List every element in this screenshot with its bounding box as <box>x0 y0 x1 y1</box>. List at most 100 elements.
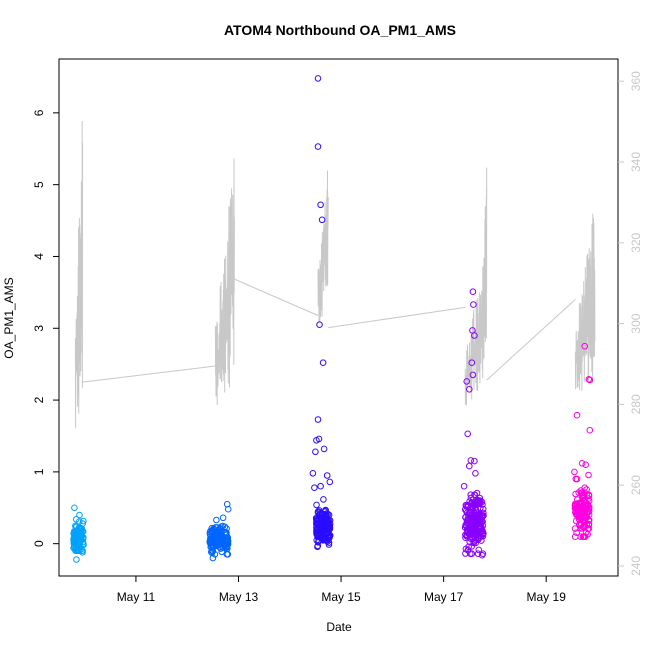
data-point-outlier <box>209 554 217 562</box>
data-point-outlier <box>318 216 326 224</box>
x-axis-label: Date <box>326 620 352 634</box>
y-tick-label-5: 5 <box>32 181 46 188</box>
data-point <box>581 484 589 492</box>
data-point-outlier <box>586 376 594 384</box>
data-point <box>467 550 474 558</box>
data-point <box>571 533 579 541</box>
data-point-outlier <box>464 430 472 438</box>
data-point <box>323 510 330 517</box>
data-point-outlier <box>470 301 477 308</box>
y-tick-label-0: 0 <box>32 540 46 547</box>
data-point-outlier <box>471 332 478 339</box>
data-point <box>208 528 216 536</box>
data-point <box>470 532 477 539</box>
data-point-outlier <box>309 470 317 477</box>
data-point <box>574 510 582 517</box>
data-point-outlier <box>219 514 227 522</box>
data-point-outlier <box>317 482 324 490</box>
x-tick-label-11: May 11 <box>117 590 156 604</box>
data-point <box>219 522 227 530</box>
secondary-line-bridge-2 <box>328 306 466 329</box>
data-point <box>80 541 87 548</box>
axes-layer: 0 1 2 3 4 5 6 240 260 280 300 320 340 360 May 11 May 13… <box>32 71 643 604</box>
data-point <box>471 502 478 509</box>
y-tick-label-1: 1 <box>32 468 46 475</box>
y2-tick-label-320: 320 <box>629 232 643 252</box>
x-tick-label-13: May 13 <box>219 590 259 604</box>
y-tick-label-4: 4 <box>32 253 46 260</box>
y2-tick-label-240: 240 <box>629 556 643 576</box>
data-point <box>72 523 80 531</box>
data-point <box>479 501 486 508</box>
data-point <box>217 541 224 548</box>
secondary-line-layer <box>74 120 596 429</box>
data-point <box>576 514 583 521</box>
data-point-outlier <box>315 435 323 443</box>
data-point <box>585 471 592 479</box>
y2-tick-label-280: 280 <box>629 394 643 414</box>
data-point-outlier <box>79 549 86 556</box>
data-point <box>577 522 584 529</box>
data-point <box>212 537 219 545</box>
data-point <box>316 510 324 518</box>
data-point <box>325 529 332 536</box>
data-point <box>209 548 216 555</box>
data-point <box>463 509 471 517</box>
x-tick-label-19: May 19 <box>527 590 567 604</box>
data-point <box>73 516 80 523</box>
x-tick-label-17: May 17 <box>424 590 464 604</box>
data-point <box>313 526 321 534</box>
data-point <box>585 516 593 524</box>
data-point-outlier <box>314 143 322 150</box>
data-point <box>469 505 476 513</box>
y-tick-label-2: 2 <box>32 396 46 403</box>
data-point-outlier <box>466 386 473 393</box>
y-tick-label-6: 6 <box>32 109 46 116</box>
data-point <box>223 529 230 537</box>
data-point <box>216 543 223 551</box>
data-point <box>475 529 483 537</box>
data-point <box>313 530 320 538</box>
data-point <box>463 517 471 525</box>
data-point-outlier <box>320 445 328 453</box>
data-point <box>581 523 588 531</box>
data-point-outlier <box>314 416 322 423</box>
data-point <box>206 539 214 547</box>
data-point <box>472 539 479 547</box>
data-point <box>475 546 483 554</box>
secondary-line-segment-2 <box>317 170 329 322</box>
data-point-outlier <box>585 376 593 383</box>
data-point <box>324 517 331 525</box>
x-tick-label-15: May 15 <box>321 590 361 604</box>
data-point <box>583 492 591 499</box>
data-point <box>477 524 485 531</box>
data-point <box>213 516 220 524</box>
data-point-outlier <box>469 288 477 296</box>
data-point <box>585 495 592 502</box>
secondary-line-bridge-1 <box>234 278 319 316</box>
data-point <box>479 505 487 513</box>
secondary-line-bridge-3 <box>486 298 576 381</box>
plot-frame <box>58 58 619 577</box>
data-point <box>325 541 333 548</box>
data-point-outlier <box>469 371 477 379</box>
data-point <box>468 523 475 531</box>
data-point <box>224 537 231 544</box>
data-point-outlier <box>312 448 319 456</box>
y2-tick-label-260: 260 <box>629 475 643 495</box>
data-point <box>324 520 331 528</box>
data-point <box>470 514 477 522</box>
data-point-outlier <box>326 478 334 486</box>
data-point-outlier <box>71 504 78 512</box>
data-point-outlier <box>317 201 324 209</box>
data-point-outlier <box>460 482 468 490</box>
data-point <box>73 540 81 547</box>
secondary-line-segment-5 <box>574 213 596 391</box>
data-point <box>216 530 223 537</box>
y-tick-label-3: 3 <box>32 325 46 332</box>
data-point-outlier <box>586 426 594 434</box>
data-point <box>75 530 83 538</box>
secondary-line-segment-3 <box>464 266 485 406</box>
data-point-outlier <box>571 468 578 476</box>
